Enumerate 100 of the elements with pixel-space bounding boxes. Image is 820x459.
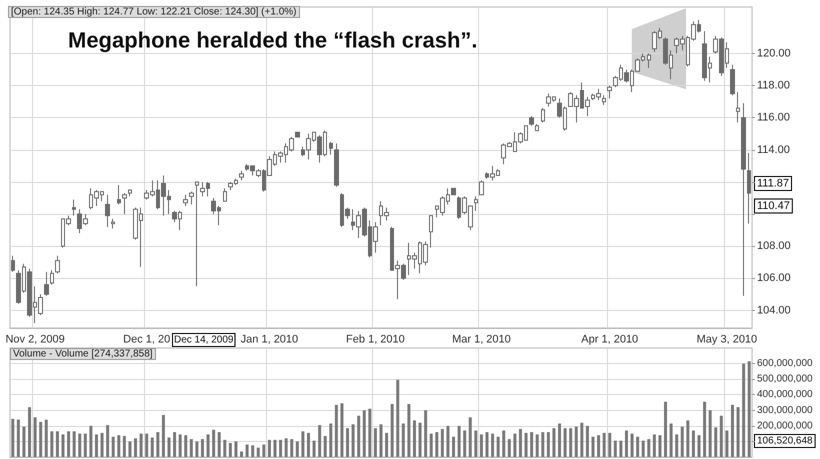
bar xyxy=(680,426,684,457)
candlestick xyxy=(295,132,300,138)
bar xyxy=(228,442,232,457)
bar xyxy=(16,420,20,457)
x-tick-label: Nov 2, 2009 xyxy=(5,334,65,346)
bar xyxy=(190,439,193,457)
bar xyxy=(686,420,690,457)
bar xyxy=(703,402,706,457)
bar xyxy=(234,441,238,457)
bar xyxy=(134,438,138,457)
bar xyxy=(168,438,170,457)
bar xyxy=(407,404,410,457)
bar xyxy=(72,431,76,457)
y-tick-label: 200,000,000 xyxy=(757,420,814,432)
bar xyxy=(652,434,656,457)
y-tick-label: 108.00 xyxy=(757,240,791,252)
x-tick-label: May 3, 2010 xyxy=(696,334,758,346)
bar xyxy=(334,404,338,457)
bar xyxy=(84,434,87,457)
bar xyxy=(296,441,299,457)
bar xyxy=(11,418,14,457)
y-tick-label: 116.00 xyxy=(757,112,790,124)
bar xyxy=(580,422,584,457)
bar xyxy=(100,432,104,457)
bar xyxy=(698,435,700,457)
bar xyxy=(368,408,372,457)
candlestick xyxy=(128,189,132,197)
y-tick-label: 300,000,000 xyxy=(757,404,814,416)
bar xyxy=(106,425,110,457)
candlestick xyxy=(50,270,54,286)
bar xyxy=(430,434,433,457)
bar xyxy=(262,444,266,457)
x-tick-label: Dec 1, 20 xyxy=(123,334,170,346)
candlestick xyxy=(741,102,746,296)
bar xyxy=(486,432,488,457)
candlestick xyxy=(189,191,194,205)
candlestick xyxy=(329,141,333,156)
bar xyxy=(279,440,282,457)
bar xyxy=(592,436,594,457)
candlestick xyxy=(195,181,199,287)
bar xyxy=(374,428,377,457)
candlestick xyxy=(474,196,478,212)
bar xyxy=(742,364,746,457)
bar xyxy=(212,430,216,457)
bar xyxy=(748,361,751,457)
bar xyxy=(670,424,673,457)
x-tick-label: Mar 1, 2010 xyxy=(452,334,511,346)
candlestick xyxy=(183,194,188,207)
text: 106,520,648 xyxy=(757,436,814,446)
bar xyxy=(145,434,148,457)
bar xyxy=(162,414,165,457)
bar xyxy=(28,407,32,457)
bar xyxy=(658,435,662,457)
y-tick-label: 500,000,000 xyxy=(757,374,814,385)
bar xyxy=(251,445,254,457)
bar xyxy=(725,430,728,457)
bar xyxy=(306,432,310,457)
candlestick xyxy=(111,218,115,229)
bar xyxy=(452,436,456,457)
bar xyxy=(642,440,645,457)
bar xyxy=(418,422,422,457)
bar xyxy=(586,426,589,457)
bar xyxy=(412,420,416,457)
y-tick-label: 114.00 xyxy=(757,144,790,156)
bar xyxy=(574,426,578,457)
bar xyxy=(274,440,276,457)
y-tick-label: 400,000,000 xyxy=(757,389,814,400)
bar xyxy=(708,410,712,457)
bar xyxy=(463,430,466,457)
annotation: 110.47 xyxy=(757,200,790,212)
y-tick-label: 600,000,000 xyxy=(757,358,814,370)
bar xyxy=(619,440,622,457)
bar xyxy=(195,441,198,457)
bar xyxy=(178,434,182,457)
chart-subtitle: [Open: 124.35 High: 124.77 Low: 122.21 Close: 124.30] (+1.0%) xyxy=(11,6,296,18)
bar xyxy=(329,424,332,457)
bar xyxy=(614,440,617,457)
text: Megaphone heralded the “flash crash”. xyxy=(68,28,478,52)
candlestick xyxy=(747,152,751,224)
bar xyxy=(692,430,695,457)
bar xyxy=(56,431,59,457)
candlestick xyxy=(11,255,15,272)
candlestick xyxy=(730,64,735,96)
bar xyxy=(714,427,718,457)
candlestick xyxy=(72,199,76,216)
x-tick-label: Feb 1, 2010 xyxy=(346,334,405,346)
bar xyxy=(223,440,226,457)
bar xyxy=(268,440,271,457)
bar xyxy=(536,434,539,457)
bar xyxy=(513,434,516,457)
bar xyxy=(730,404,734,457)
y-tick-label: 106.00 xyxy=(757,272,791,284)
chart-title: Volume - Volume [274,337,858] xyxy=(13,348,153,360)
bar xyxy=(474,430,478,457)
bar xyxy=(496,436,500,457)
candlestick xyxy=(105,194,110,228)
bar xyxy=(312,440,316,457)
candlestick xyxy=(736,92,740,124)
bar xyxy=(284,438,288,457)
bar xyxy=(150,438,154,457)
